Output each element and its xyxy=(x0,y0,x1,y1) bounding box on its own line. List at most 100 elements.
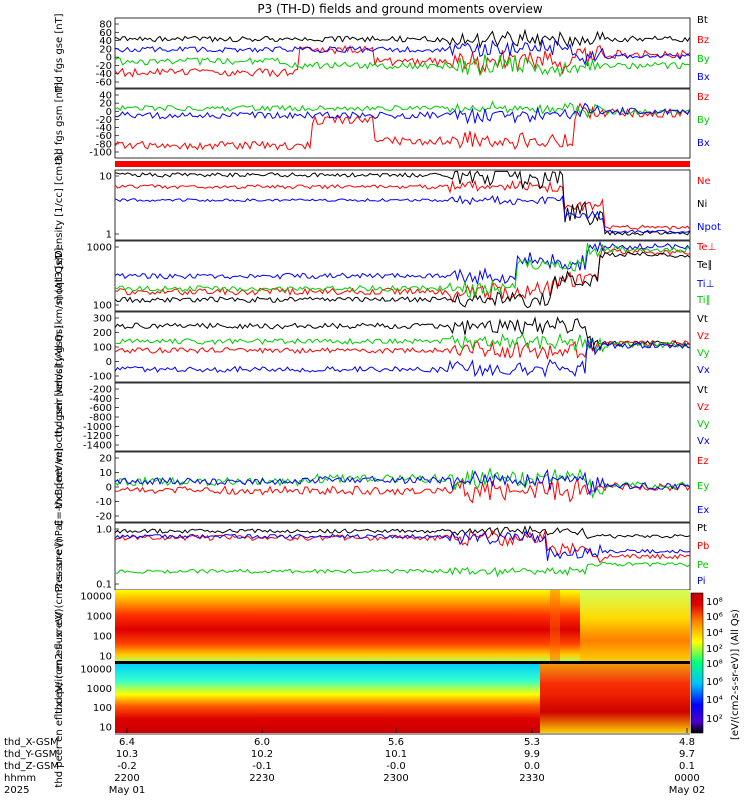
x-row-value: 2200 xyxy=(114,773,139,784)
legend-entry: Vz xyxy=(697,331,709,342)
y-axis-label: thd peer en eflux eV/ (cm2-s- sr-eV) xyxy=(54,608,65,787)
series-line-Pi xyxy=(114,530,691,561)
y-tick-label: -60 xyxy=(96,131,112,142)
series-line-Bt xyxy=(114,28,691,50)
y-tick-label: -800 xyxy=(89,413,112,424)
y-tick-label: 1000 xyxy=(87,684,112,695)
panel-peir_vel: 300 200 100 0 -100 thd peir velocity gsm [km/… xyxy=(54,257,710,438)
legend-entry: Ez xyxy=(697,456,709,467)
y-tick-label: -1400 xyxy=(83,441,112,452)
colorbar-tick: 10⁶ xyxy=(706,612,723,623)
y-tick-label: 100 xyxy=(93,301,112,312)
y-axis-label: Density [1/cc] [cm-3] xyxy=(54,152,65,258)
x-row-value: 0.1 xyxy=(679,761,695,772)
x-axis-annotation: thd_X-GSM 6.4 6.0 5.6 5.3 4.8 thd_Y-GSM 10.3 10.… xyxy=(4,728,705,796)
panel-frame xyxy=(114,169,691,241)
y-tick-label: 0 xyxy=(106,53,112,64)
y-tick-label: -40 xyxy=(96,123,112,134)
series-line-Vt xyxy=(114,316,691,352)
panel-frame xyxy=(114,311,691,383)
series-line-Pe xyxy=(115,561,691,578)
x-row-value: -0.1 xyxy=(252,761,272,772)
y-axis-label: thd peer velocity gsm [km/s] (All Qs) xyxy=(54,325,65,509)
y-axis-label: Pressure [nPa] xyxy=(54,521,65,593)
series-line-Bx xyxy=(114,38,691,66)
legend-entry: Vt xyxy=(697,314,708,325)
y-tick-label: -600 xyxy=(89,403,112,414)
y-tick-label: -1200 xyxy=(83,431,112,442)
legend-entry: By xyxy=(697,115,710,126)
legend-entry: Vy xyxy=(697,419,710,430)
y-tick-label: 10000 xyxy=(80,592,112,603)
y-tick-label: 10 xyxy=(99,468,112,479)
y-tick-label: -100 xyxy=(89,372,112,383)
x-row-label: thd_Y-GSM xyxy=(4,749,57,760)
y-tick-label: 10 xyxy=(99,172,112,183)
y-tick-label: 300 xyxy=(93,314,112,325)
panel-efield: 20 10 0 -10 -20 E=-VxB [mV/m] Ez Ey Ex xyxy=(54,448,709,526)
y-tick-label: -100 xyxy=(89,148,112,159)
x-row-value: 10.3 xyxy=(116,749,138,760)
legend-entry: Bz xyxy=(697,92,709,103)
x-row-value: 5.3 xyxy=(524,737,540,748)
y-axis-label: thd fgs gse [nT] xyxy=(54,13,65,92)
colorbar-tick: 10⁴ xyxy=(706,628,723,639)
legend-entry: Pi xyxy=(697,576,706,587)
x-row-value: 0.0 xyxy=(524,761,540,772)
series-line-Ti⊥ xyxy=(114,240,691,285)
y-tick-label: 0.1 xyxy=(96,580,112,591)
y-tick-label: 60 xyxy=(99,28,112,39)
x-row-value: -0.0 xyxy=(386,761,406,772)
y-tick-label: -20 xyxy=(96,512,112,523)
y-tick-label: 1000 xyxy=(87,612,112,623)
series-line-Bx xyxy=(114,102,691,125)
y-tick-label: 0 xyxy=(106,483,112,494)
y-tick-label: 10000 xyxy=(80,665,112,676)
series-line-Ne xyxy=(114,179,691,231)
legend-entry: Bx xyxy=(697,72,710,83)
x-row-value: 6.0 xyxy=(254,737,270,748)
x-row-value: 2300 xyxy=(383,773,408,784)
y-tick-label: 10 xyxy=(99,652,112,663)
figure-title: P3 (TH-D) fields and ground moments over… xyxy=(257,2,542,16)
series-line-Bz xyxy=(114,102,691,151)
legend-entry: Ex xyxy=(697,505,709,516)
colorbar-tick: 10² xyxy=(706,714,723,725)
legend-entry: Ti∥ xyxy=(696,295,711,306)
panel-frame xyxy=(114,522,691,591)
panel-frame xyxy=(114,88,691,159)
panel-density: 10 1 Density [1/cc] [cm-3] Ne Ni Npot xyxy=(54,152,721,258)
y-tick-label: 40 xyxy=(99,36,112,47)
x-row-label: hhmm xyxy=(4,773,36,784)
x-row-label: 2025 xyxy=(4,785,29,796)
legend-entry: Pe xyxy=(697,560,709,571)
series-line-By xyxy=(114,100,691,119)
y-tick-label: 80 xyxy=(99,20,112,31)
panel-frame xyxy=(114,382,691,452)
colorbar-tick: 10⁴ xyxy=(706,695,723,706)
series-line-Te∥ xyxy=(114,251,691,309)
y-axis-label: thd fgs gsm [nT] xyxy=(54,82,65,165)
y-tick-label: 40 xyxy=(99,91,112,102)
y-tick-label: 100 xyxy=(93,343,112,354)
series-line-Vx xyxy=(114,337,691,378)
y-tick-label: 20 xyxy=(99,454,112,465)
legend-entry: Vt xyxy=(697,385,708,396)
legend-entry: Te∥ xyxy=(696,260,713,271)
panel-temperature: 1000 100 moqt3 [eV] Te⊥ Te∥ Ti⊥ Ti∥ xyxy=(54,240,716,312)
x-row-value: May 01 xyxy=(109,785,146,796)
x-row-value: May 02 xyxy=(669,785,706,796)
legend-entry: Bt xyxy=(697,15,708,26)
x-row-label: thd_X-GSM xyxy=(4,737,59,748)
x-row-value: 4.8 xyxy=(679,737,695,748)
legend-entry: Bx xyxy=(697,138,710,149)
x-row-value: 9.9 xyxy=(524,749,540,760)
y-axis-label: thd peir en eflux eV/ (cm2-s- sr-eV) xyxy=(54,538,65,714)
x-row-value: 2330 xyxy=(519,773,544,784)
y-axis-label: thd peir velocity gsm [km/s] (All Qs) xyxy=(54,257,65,438)
series-line-Ez xyxy=(114,476,691,504)
